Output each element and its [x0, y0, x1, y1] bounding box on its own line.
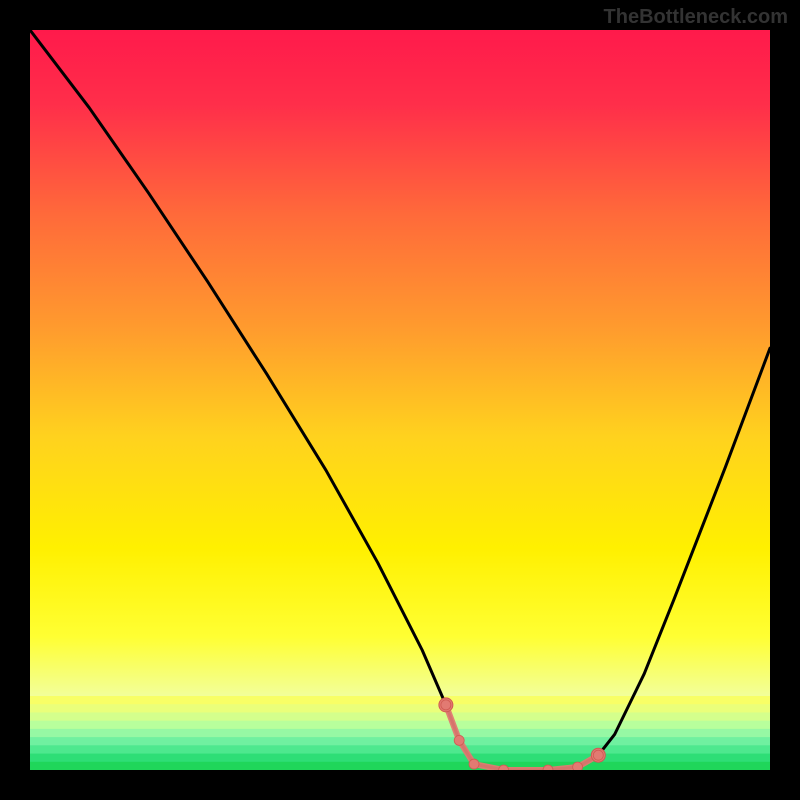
chart-svg — [30, 30, 770, 770]
watermark-text: TheBottleneck.com — [604, 6, 788, 29]
bottleneck-chart — [30, 30, 770, 770]
